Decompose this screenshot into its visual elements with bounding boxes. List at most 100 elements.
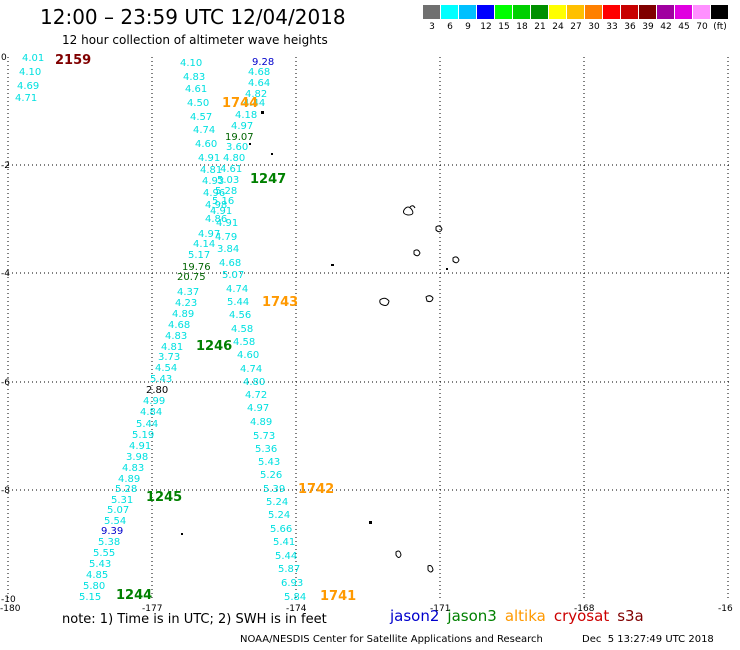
wave-height-value: 20.75 <box>177 272 206 283</box>
legend-altika: altika <box>504 607 546 625</box>
y-tick-label: -8 <box>1 486 10 496</box>
wave-height-value: 5.43 <box>150 374 172 385</box>
island-8 <box>427 565 434 573</box>
generation-timestamp: Dec 5 13:27:49 UTC 2018 <box>582 634 714 645</box>
wave-height-value: 5.43 <box>89 559 111 570</box>
pass-time-label: 1247 <box>250 172 286 187</box>
color-swatch <box>693 5 711 19</box>
color-scale-label: 21 <box>534 22 546 32</box>
wave-height-value: 4.74 <box>240 364 262 375</box>
wave-height-value: 4.61 <box>220 164 242 175</box>
wave-height-value: 4.84 <box>140 407 162 418</box>
wave-height-value: 4.98 <box>205 200 227 211</box>
wave-height-value: 4.58 <box>231 324 253 335</box>
footer-note: note: 1) Time is in UTC; 2) SWH is in fe… <box>62 612 327 627</box>
color-scale-label: 15 <box>498 22 510 32</box>
wave-height-value: 4.14 <box>193 239 215 250</box>
wave-height-value: 5.84 <box>284 592 306 603</box>
wave-height-value: 4.61 <box>185 84 207 95</box>
pass-time-labels: 2159 1744 1247 1743 1246 1742 1245 1244 1741 <box>55 53 356 604</box>
wave-height-value: 4.96 <box>203 188 225 199</box>
x-tick-label: -180 <box>0 604 21 614</box>
wave-height-value: 5.24 <box>266 497 288 508</box>
wave-height-value: 4.81 <box>161 342 183 353</box>
wave-height-value: 5.38 <box>98 537 120 548</box>
x-tick-label: -177 <box>142 604 162 614</box>
pass-time-label: 1245 <box>146 490 182 505</box>
credit-line: NOAA/NESDIS Center for Satellite Applica… <box>240 634 543 645</box>
wave-height-value: 2.80 <box>146 385 168 396</box>
wave-height-value: 4.58 <box>233 337 255 348</box>
pass-time-label: 1742 <box>298 482 334 497</box>
wave-height-value: 4.80 <box>243 377 265 388</box>
color-scale-label: 27 <box>570 22 582 32</box>
color-scale-label: 45 <box>678 22 690 32</box>
wave-height-value: 4.68 <box>219 258 241 269</box>
wave-height-value: 4.83 <box>165 331 187 342</box>
color-scale-label: 24 <box>552 22 564 32</box>
y-tick-label: -4 <box>1 269 10 279</box>
map-grid: -180 -177 -174 -171 -168 -16 0 -2 -4 -6 -8 -10 <box>0 53 733 614</box>
wave-height-value: 5.28 <box>115 484 137 495</box>
island-9 <box>261 111 264 114</box>
y-tick-label: 0 <box>1 53 7 63</box>
color-swatch <box>603 5 621 19</box>
island-5 <box>379 297 390 306</box>
wave-height-value: 5.87 <box>278 564 300 575</box>
wave-height-value: 9.39 <box>101 526 123 537</box>
color-swatch <box>441 5 459 19</box>
wave-height-value: 4.74 <box>226 284 248 295</box>
wave-height-value: 4.60 <box>237 350 259 361</box>
wave-height-value: 5.43 <box>258 457 280 468</box>
wave-height-value: 4.72 <box>245 390 267 401</box>
pass-time-label: 1744 <box>222 96 258 111</box>
wave-height-value: 4.80 <box>223 153 245 164</box>
island-11 <box>249 143 251 145</box>
x-tick-label: -16 <box>718 604 733 614</box>
pass-time-label: 1244 <box>116 588 152 603</box>
color-swatch <box>549 5 567 19</box>
wave-height-value: 5.26 <box>260 470 282 481</box>
pass-time-label: 1743 <box>262 295 298 310</box>
wave-height-value: 4.37 <box>177 287 199 298</box>
x-tick-label: -168 <box>574 604 595 614</box>
island-6 <box>425 295 434 303</box>
legend-s3a: s3a <box>617 607 644 625</box>
wave-height-value: 19.76 <box>182 262 211 273</box>
wave-height-value: 5.80 <box>83 581 105 592</box>
island-outlines <box>181 111 460 573</box>
wave-height-value: 5.44 <box>275 551 297 562</box>
x-tick-label: -171 <box>430 604 450 614</box>
wave-height-value: 19.07 <box>225 132 254 143</box>
color-swatch <box>423 5 441 19</box>
wave-height-value: 4.57 <box>190 112 212 123</box>
x-tick-label: -174 <box>286 604 307 614</box>
color-scale-label: 36 <box>624 22 636 32</box>
wave-height-value: 3.84 <box>217 244 239 255</box>
wave-height-value: 5.19 <box>132 430 154 441</box>
y-tick-label: -2 <box>1 161 10 171</box>
wave-height-value: 4.10 <box>180 58 202 69</box>
island-10 <box>271 153 273 155</box>
wave-height-value: 4.83 <box>122 463 144 474</box>
wave-height-value: 5.44 <box>227 297 249 308</box>
wave-height-value: 4.97 <box>198 229 220 240</box>
wave-height-value: 4.91 <box>198 153 220 164</box>
y-tick-label: -6 <box>1 378 10 388</box>
color-swatch <box>639 5 657 19</box>
wave-height-value: 5.36 <box>255 444 277 455</box>
color-scale-label: 70 <box>696 22 708 32</box>
color-scale-label: 33 <box>606 22 618 32</box>
legend-jason2: jason2 <box>390 607 440 625</box>
color-scale-label: 12 <box>480 22 492 32</box>
wave-height-value: 4.54 <box>155 363 177 374</box>
island-4 <box>452 256 460 264</box>
color-scale-label: 9 <box>465 22 471 32</box>
island-1 <box>403 205 416 216</box>
wave-height-value: 4.91 <box>210 206 232 217</box>
island-2 <box>435 225 443 233</box>
color-swatch <box>495 5 513 19</box>
pass-time-label: 1741 <box>320 589 356 604</box>
wave-height-value: 4.74 <box>193 125 215 136</box>
wave-height-value: 4.18 <box>235 110 257 121</box>
